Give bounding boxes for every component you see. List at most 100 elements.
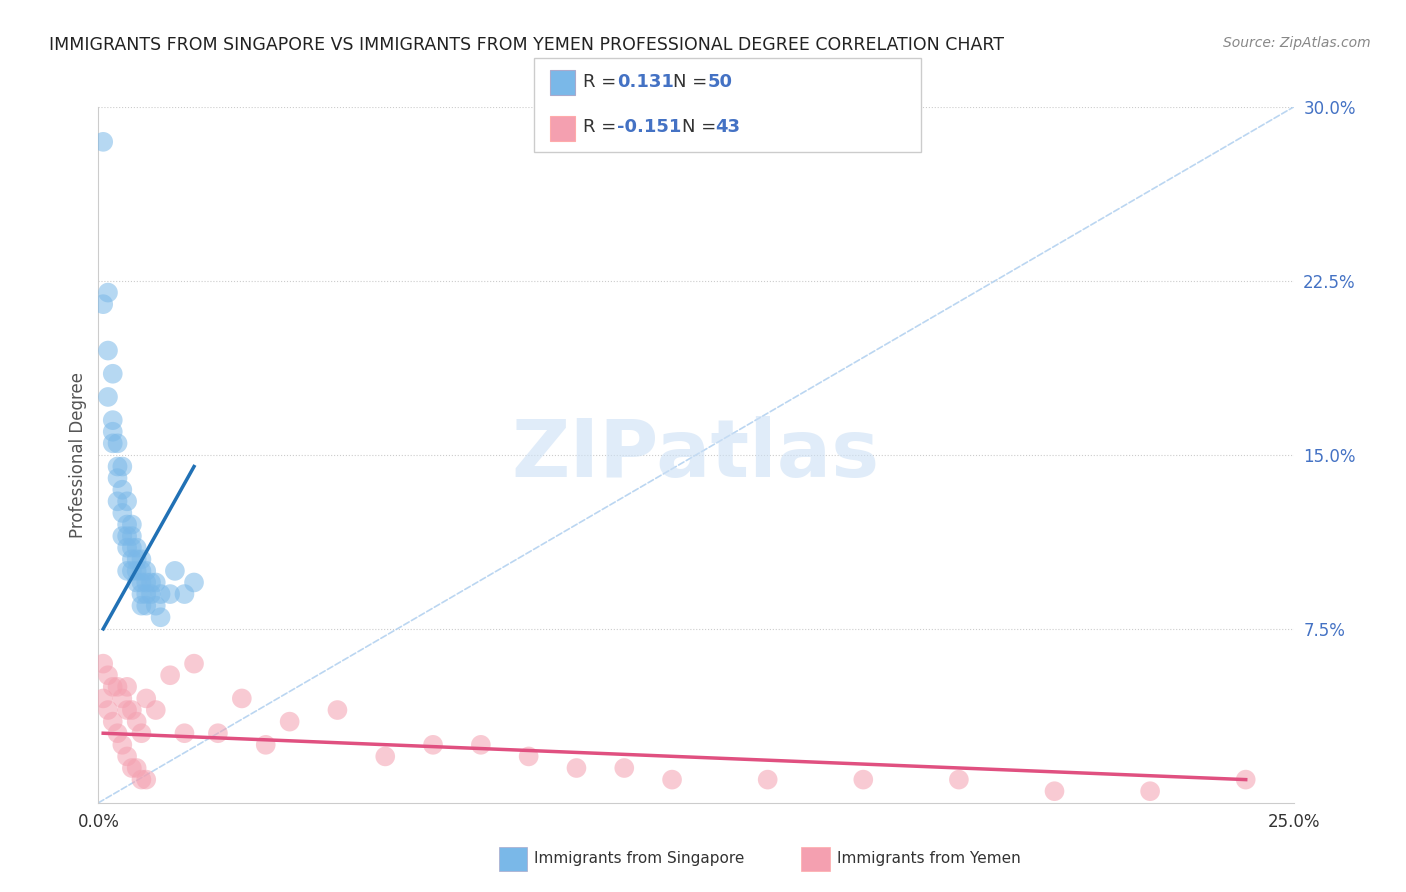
Text: N =: N = — [673, 73, 713, 91]
Point — [173, 587, 195, 601]
Point — [613, 761, 636, 775]
Point — [91, 135, 114, 149]
Point — [131, 772, 153, 787]
Point — [374, 749, 396, 764]
Point — [139, 575, 162, 590]
Text: 43: 43 — [716, 119, 741, 136]
Point — [91, 691, 114, 706]
Point — [661, 772, 683, 787]
Point — [125, 541, 148, 555]
Text: 50: 50 — [707, 73, 733, 91]
Point — [111, 506, 134, 520]
Point — [115, 749, 138, 764]
Point — [145, 599, 167, 613]
Point — [145, 575, 167, 590]
Point — [326, 703, 349, 717]
Point — [97, 668, 120, 682]
Point — [565, 761, 588, 775]
Point — [107, 436, 129, 450]
Point — [101, 413, 124, 427]
Point — [131, 552, 153, 566]
Point — [1234, 772, 1257, 787]
Point — [121, 541, 143, 555]
Point — [107, 471, 129, 485]
Text: Immigrants from Singapore: Immigrants from Singapore — [534, 852, 745, 866]
Point — [183, 657, 205, 671]
Point — [149, 587, 172, 601]
Point — [125, 552, 148, 566]
Point — [111, 738, 134, 752]
Text: IMMIGRANTS FROM SINGAPORE VS IMMIGRANTS FROM YEMEN PROFESSIONAL DEGREE CORRELATI: IMMIGRANTS FROM SINGAPORE VS IMMIGRANTS … — [49, 36, 1004, 54]
Point — [756, 772, 779, 787]
Point — [101, 436, 124, 450]
Point — [173, 726, 195, 740]
Text: Source: ZipAtlas.com: Source: ZipAtlas.com — [1223, 36, 1371, 50]
Point — [131, 564, 153, 578]
Point — [121, 703, 143, 717]
Point — [115, 529, 138, 543]
Point — [115, 517, 138, 532]
Point — [97, 285, 120, 300]
Point — [101, 680, 124, 694]
Y-axis label: Professional Degree: Professional Degree — [69, 372, 87, 538]
Point — [121, 552, 143, 566]
Point — [145, 703, 167, 717]
Point — [115, 703, 138, 717]
Point — [107, 494, 129, 508]
Point — [97, 703, 120, 717]
Point — [111, 459, 134, 474]
Point — [231, 691, 253, 706]
Point — [135, 587, 157, 601]
Point — [107, 726, 129, 740]
Point — [852, 772, 875, 787]
Point — [135, 599, 157, 613]
Text: N =: N = — [682, 119, 721, 136]
Text: Immigrants from Yemen: Immigrants from Yemen — [837, 852, 1021, 866]
Text: R =: R = — [583, 73, 623, 91]
Point — [125, 714, 148, 729]
Point — [948, 772, 970, 787]
Point — [131, 599, 153, 613]
Point — [121, 529, 143, 543]
Text: 0.131: 0.131 — [617, 73, 673, 91]
Point — [254, 738, 277, 752]
Point — [125, 761, 148, 775]
Point — [107, 459, 129, 474]
Point — [121, 564, 143, 578]
Point — [97, 343, 120, 358]
Point — [470, 738, 492, 752]
Point — [135, 564, 157, 578]
Point — [517, 749, 540, 764]
Point — [135, 772, 157, 787]
Point — [111, 691, 134, 706]
Point — [101, 714, 124, 729]
Point — [125, 564, 148, 578]
Point — [91, 657, 114, 671]
Point — [115, 680, 138, 694]
Point — [97, 390, 120, 404]
Point — [131, 726, 153, 740]
Point — [101, 367, 124, 381]
Point — [149, 610, 172, 624]
Text: ZIPatlas: ZIPatlas — [512, 416, 880, 494]
Point — [183, 575, 205, 590]
Point — [131, 587, 153, 601]
Point — [139, 587, 162, 601]
Point — [1139, 784, 1161, 798]
Point — [111, 483, 134, 497]
Point — [121, 761, 143, 775]
Point — [115, 541, 138, 555]
Point — [107, 680, 129, 694]
Point — [278, 714, 301, 729]
Point — [159, 587, 181, 601]
Text: R =: R = — [583, 119, 623, 136]
Point — [115, 494, 138, 508]
Point — [1043, 784, 1066, 798]
Point — [101, 425, 124, 439]
Point — [121, 517, 143, 532]
Point — [115, 564, 138, 578]
Point — [111, 529, 134, 543]
Point — [422, 738, 444, 752]
Point — [159, 668, 181, 682]
Point — [131, 575, 153, 590]
